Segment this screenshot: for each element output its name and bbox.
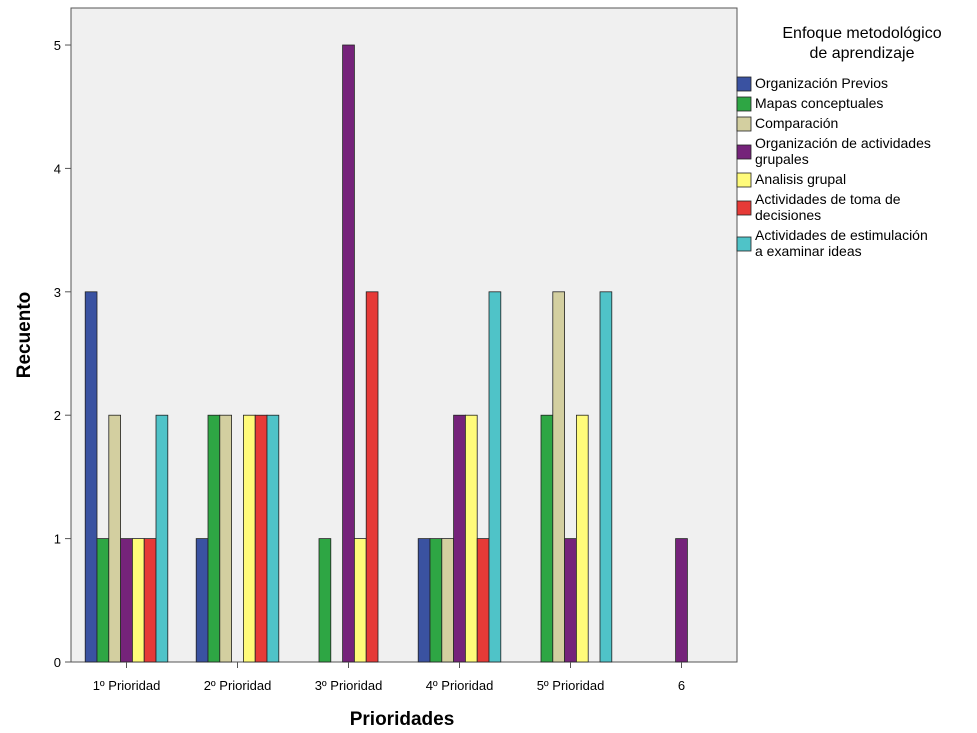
bars-layer bbox=[84, 44, 688, 663]
legend: Enfoque metodológico de aprendizaje Organi… bbox=[736, 25, 942, 259]
bar bbox=[476, 538, 490, 663]
bar bbox=[120, 538, 133, 663]
x-tick-label: 1º Prioridad bbox=[93, 678, 161, 693]
bar bbox=[195, 538, 209, 663]
legend-swatch bbox=[736, 200, 752, 216]
x-tick-label: 6 bbox=[678, 678, 685, 693]
bar bbox=[84, 291, 98, 663]
legend-swatch bbox=[736, 96, 752, 112]
legend-swatch bbox=[736, 236, 752, 252]
x-tick-label: 2º Prioridad bbox=[204, 678, 272, 693]
bar bbox=[464, 414, 478, 663]
legend-entry-label: a examinar ideas bbox=[755, 243, 862, 259]
legend-entry-label: Mapas conceptuales bbox=[755, 95, 883, 111]
bar bbox=[576, 414, 589, 663]
bar bbox=[131, 538, 145, 663]
bar bbox=[242, 414, 256, 663]
bar bbox=[254, 414, 268, 663]
legend-entry-label: Analisis grupal bbox=[755, 171, 846, 187]
x-tick-label: 4º Prioridad bbox=[426, 678, 494, 693]
bar bbox=[453, 414, 466, 663]
legend-entry-label: Organización de actividades bbox=[755, 135, 931, 151]
legend-title: Enfoque metodológico bbox=[782, 25, 941, 42]
legend-entry-label: decisiones bbox=[755, 207, 821, 223]
bar bbox=[108, 414, 122, 663]
bar bbox=[266, 414, 280, 663]
axes-layer: 0 1 2 3 4 5 1º Prioridad 2º Prioridad 3º Priorid… bbox=[54, 38, 685, 693]
legend-swatch bbox=[736, 116, 752, 132]
y-tick-label: 4 bbox=[54, 161, 61, 176]
legend-swatch bbox=[736, 76, 752, 92]
bar bbox=[417, 538, 431, 663]
plot-area-background bbox=[70, 7, 738, 663]
legend-entry-label: Organización Previos bbox=[755, 75, 888, 91]
bar bbox=[207, 414, 221, 663]
legend-swatch bbox=[736, 172, 752, 188]
bar bbox=[155, 414, 169, 663]
y-tick-label: 1 bbox=[54, 532, 61, 547]
bar bbox=[96, 538, 110, 663]
bar bbox=[342, 44, 355, 663]
bar bbox=[488, 291, 502, 663]
bar bbox=[599, 291, 613, 663]
legend-swatch bbox=[736, 144, 752, 160]
bar bbox=[552, 291, 565, 663]
x-axis-title: Prioridades bbox=[350, 709, 455, 730]
legend-entry-label: Actividades de estimulación bbox=[755, 227, 928, 243]
y-tick-label: 3 bbox=[54, 285, 61, 300]
bar bbox=[219, 414, 233, 663]
x-tick-label: 3º Prioridad bbox=[315, 678, 383, 693]
y-axis-title: Recuento bbox=[14, 292, 35, 379]
x-tick-label: 5º Prioridad bbox=[537, 678, 605, 693]
bar bbox=[540, 414, 554, 663]
bar bbox=[429, 538, 443, 663]
bar bbox=[441, 538, 454, 663]
legend-entry-label: Comparación bbox=[755, 115, 838, 131]
bar bbox=[143, 538, 157, 663]
bar bbox=[318, 538, 332, 663]
y-tick-label: 0 bbox=[54, 655, 61, 670]
bar bbox=[365, 291, 379, 663]
bar bbox=[353, 538, 367, 663]
bar bbox=[564, 538, 577, 663]
legend-entry-label: grupales bbox=[755, 151, 809, 167]
bar bbox=[675, 538, 688, 663]
y-tick-label: 5 bbox=[54, 38, 61, 53]
legend-entry-label: Actividades de toma de bbox=[755, 191, 901, 207]
y-tick-label: 2 bbox=[54, 408, 61, 423]
legend-title: de aprendizaje bbox=[810, 45, 915, 62]
